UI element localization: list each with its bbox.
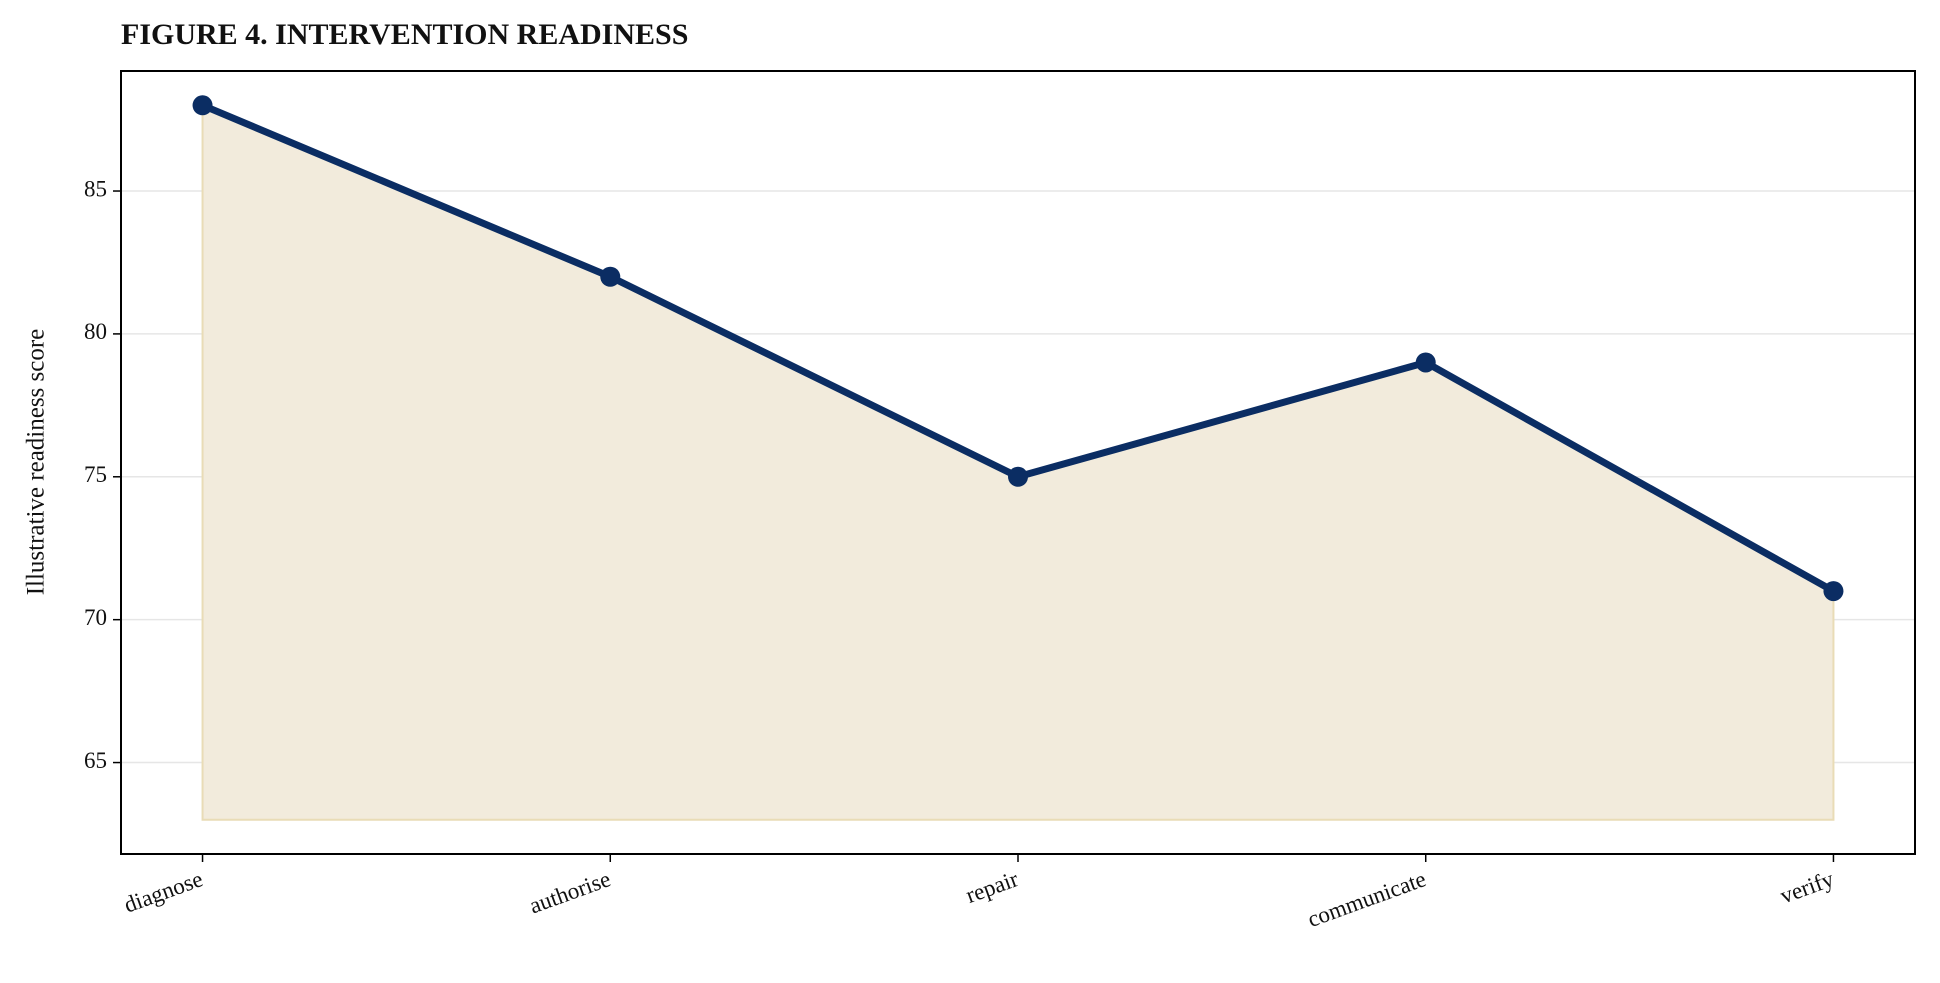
y-tick-label: 70 xyxy=(84,605,107,630)
point xyxy=(600,266,621,287)
x-tick-label: communicate xyxy=(1304,866,1429,932)
point xyxy=(192,95,213,116)
plot-frame xyxy=(120,70,1916,855)
y-axis-label: Illustrative readiness score xyxy=(23,329,50,596)
x-tick-label: repair xyxy=(963,866,1022,908)
point xyxy=(1823,581,1844,602)
y-tick-label: 80 xyxy=(84,319,107,344)
y-tick-label: 85 xyxy=(84,176,107,201)
point xyxy=(1415,352,1436,373)
x-tick-label: authorise xyxy=(526,866,614,918)
area-fill xyxy=(201,103,1835,821)
point xyxy=(1008,466,1028,487)
x-tick-label: diagnose xyxy=(121,866,206,917)
y-tick-label: 65 xyxy=(84,748,107,773)
y-tick-label: 75 xyxy=(84,462,107,487)
chart-title: FIGURE 4. INTERVENTION READINESS xyxy=(121,18,688,51)
x-tick-label: verify xyxy=(1777,866,1838,908)
